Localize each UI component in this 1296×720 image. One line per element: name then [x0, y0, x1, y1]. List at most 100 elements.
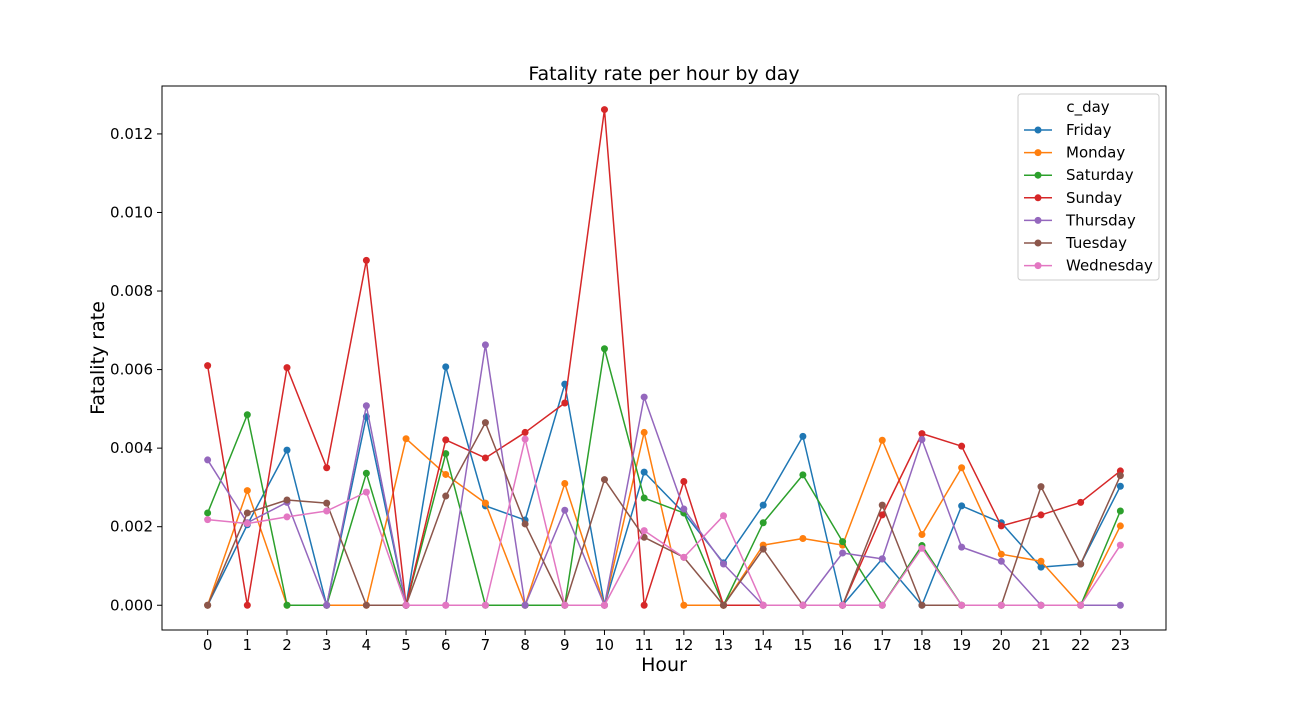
- data-point: [997, 601, 1005, 609]
- data-point: [918, 430, 926, 438]
- data-point: [204, 362, 212, 370]
- x-tick-label: 23: [1111, 636, 1130, 654]
- x-tick-label: 19: [952, 636, 971, 654]
- data-point: [600, 106, 608, 114]
- y-axis-label: Fatality rate: [87, 301, 109, 415]
- y-tick-label: 0.010: [110, 203, 153, 221]
- series-line: [206, 366, 1122, 607]
- data-point: [442, 450, 450, 458]
- data-point: [561, 479, 569, 487]
- data-point: [323, 464, 331, 472]
- x-tick-label: 14: [754, 636, 773, 654]
- legend-label: Saturday: [1066, 166, 1134, 184]
- data-point: [640, 494, 648, 502]
- x-tick-label: 17: [873, 636, 892, 654]
- series-line: [207, 438, 1121, 607]
- data-point: [362, 469, 370, 477]
- legend-item-friday: Friday: [1024, 121, 1112, 139]
- data-point: [204, 516, 212, 524]
- data-point: [839, 538, 847, 546]
- data-point: [362, 256, 370, 264]
- legend-label: Wednesday: [1066, 257, 1153, 275]
- x-axis-label: Hour: [641, 654, 687, 676]
- y-axis: 0.000 0.002 0.004 0.006 0.008 0.010 0.012: [110, 125, 162, 614]
- legend-label: Sunday: [1066, 189, 1122, 207]
- data-point: [720, 560, 728, 568]
- data-point: [997, 522, 1005, 530]
- data-point: [759, 601, 767, 609]
- data-point: [878, 501, 886, 509]
- legend: c_day Friday Monday Saturday Sunday Thursday…: [1017, 93, 1160, 281]
- chart-title: Fatality rate per hour by day: [528, 63, 799, 85]
- legend-marker: [1034, 216, 1042, 224]
- y-tick-label: 0.008: [110, 282, 153, 300]
- data-point: [1037, 563, 1045, 571]
- legend-marker: [1034, 126, 1042, 134]
- data-point: [481, 419, 489, 427]
- y-tick-label: 0.002: [110, 518, 153, 536]
- data-point: [521, 601, 529, 609]
- data-point: [521, 428, 529, 436]
- legend-item-thursday: Thursday: [1024, 211, 1136, 229]
- data-point: [1116, 601, 1124, 609]
- data-point: [362, 402, 370, 410]
- data-point: [442, 436, 450, 444]
- y-tick-label: 0.004: [110, 439, 153, 457]
- x-tick-label: 9: [560, 636, 570, 654]
- data-point: [362, 488, 370, 496]
- legend-item-sunday: Sunday: [1024, 189, 1122, 207]
- data-point: [323, 601, 331, 609]
- data-point: [997, 557, 1005, 565]
- legend-label: Monday: [1066, 144, 1125, 162]
- legend-item-monday: Monday: [1024, 144, 1125, 162]
- data-point: [958, 601, 966, 609]
- x-tick-label: 4: [362, 636, 372, 654]
- data-point: [680, 505, 688, 513]
- data-point: [283, 496, 291, 504]
- x-tick-label: 21: [1031, 636, 1050, 654]
- data-point: [243, 520, 251, 528]
- data-point: [799, 432, 807, 440]
- data-point: [204, 456, 212, 464]
- x-tick-label: 6: [441, 636, 451, 654]
- x-tick-label: 1: [243, 636, 253, 654]
- x-tick-label: 3: [322, 636, 332, 654]
- x-tick-label: 5: [401, 636, 411, 654]
- data-point: [243, 601, 251, 609]
- series-wednesday: [204, 435, 1124, 609]
- y-tick-label: 0.012: [110, 125, 153, 143]
- data-point: [1037, 601, 1045, 609]
- data-point: [640, 468, 648, 476]
- data-point: [918, 544, 926, 552]
- data-point: [1116, 522, 1124, 530]
- data-point: [878, 601, 886, 609]
- data-point: [1077, 601, 1085, 609]
- x-tick-label: 10: [595, 636, 614, 654]
- data-point: [243, 509, 251, 517]
- data-point: [958, 464, 966, 472]
- data-point: [323, 499, 331, 507]
- data-point: [1116, 507, 1124, 515]
- data-point: [561, 399, 569, 407]
- data-point: [283, 446, 291, 454]
- legend-label: Thursday: [1065, 211, 1136, 229]
- data-point: [997, 550, 1005, 558]
- x-axis: 0 1 2 3 4 5 6 7 8 9 10 11 12 13 14 15 16 17 18 19 20 21 22 23: [203, 630, 1130, 654]
- y-tick-label: 0.006: [110, 361, 153, 379]
- x-tick-label: 11: [635, 636, 654, 654]
- data-point: [402, 435, 410, 443]
- data-point: [640, 393, 648, 401]
- data-point: [759, 501, 767, 509]
- series-layer: [204, 106, 1124, 609]
- data-point: [521, 520, 529, 528]
- data-point: [918, 436, 926, 444]
- data-point: [1037, 557, 1045, 565]
- data-point: [204, 509, 212, 517]
- data-point: [1077, 498, 1085, 506]
- data-point: [442, 470, 450, 478]
- data-point: [839, 549, 847, 557]
- data-point: [640, 428, 648, 436]
- legend-marker: [1034, 171, 1042, 179]
- data-point: [720, 512, 728, 520]
- data-point: [442, 363, 450, 371]
